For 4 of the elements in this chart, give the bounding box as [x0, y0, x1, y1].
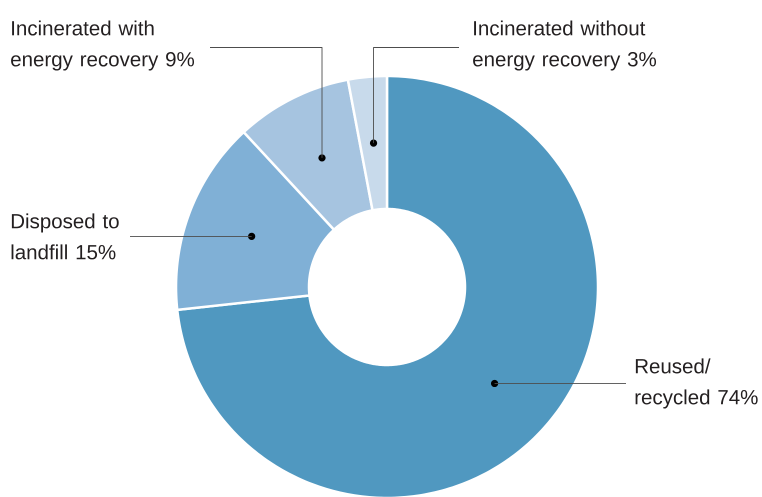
slice-label: Disposed to landfill 15% [12, 213, 119, 260]
slice-label: Incinerated without energy recovery 3% [473, 20, 656, 71]
slice-label: Reused/recycled 74% [636, 358, 758, 409]
slice-label: Incinerated with energy recovery 9% [11, 20, 194, 71]
